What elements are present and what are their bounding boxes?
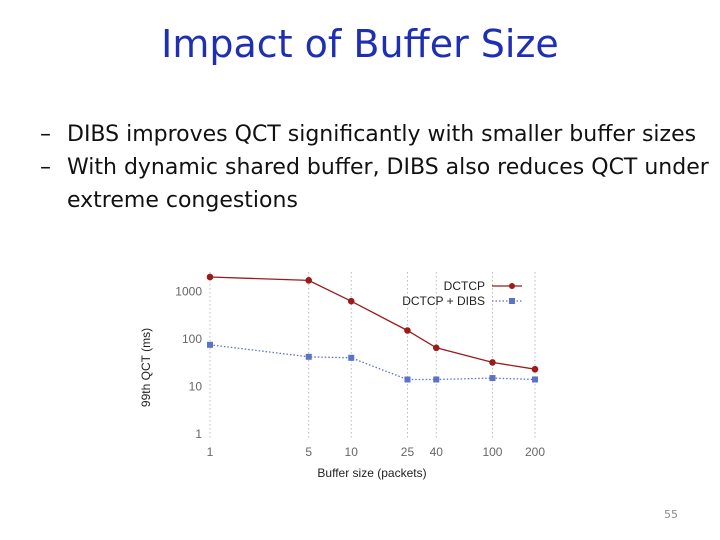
data-point-circle bbox=[207, 274, 214, 281]
data-point-circle bbox=[532, 366, 539, 373]
y-tick-label: 1000 bbox=[175, 284, 202, 298]
x-tick-label: 25 bbox=[401, 445, 415, 459]
page-number: 55 bbox=[664, 508, 678, 521]
legend-marker-circle bbox=[509, 283, 515, 289]
bullet-dash: – bbox=[40, 118, 51, 151]
legend-label: DCTCP + DIBS bbox=[402, 294, 485, 308]
series-line-dctcp bbox=[210, 277, 535, 369]
bullet-text: With dynamic shared buffer, DIBS also re… bbox=[67, 155, 709, 213]
data-point-square bbox=[404, 376, 410, 382]
y-tick-label: 10 bbox=[189, 379, 203, 393]
x-tick-label: 100 bbox=[482, 445, 502, 459]
x-tick-label: 1 bbox=[207, 445, 214, 459]
data-point-square bbox=[348, 355, 354, 361]
bullet-item: – DIBS improves QCT significantly with s… bbox=[40, 118, 715, 151]
y-axis-label: 99th QCT (ms) bbox=[139, 328, 153, 407]
x-tick-label: 5 bbox=[305, 445, 312, 459]
data-point-square bbox=[306, 354, 312, 360]
qct-line-chart: 1 5 10 25 40 100 200 1 10 100 1000 Buffer size (pac… bbox=[130, 262, 560, 492]
data-point-square bbox=[532, 376, 538, 382]
bullet-text: DIBS improves QCT significantly with sma… bbox=[67, 122, 696, 147]
data-point-square bbox=[489, 375, 495, 381]
data-point-square bbox=[433, 376, 439, 382]
x-axis-label: Buffer size (packets) bbox=[317, 466, 426, 480]
x-tick-label: 10 bbox=[345, 445, 359, 459]
x-tick-label: 200 bbox=[525, 445, 545, 459]
data-point-circle bbox=[348, 298, 355, 305]
data-point-circle bbox=[433, 344, 440, 351]
series-line-dctcp-dibs bbox=[210, 345, 535, 380]
x-tick-label: 40 bbox=[430, 445, 444, 459]
y-tick-label: 1 bbox=[195, 427, 202, 441]
slide-title: Impact of Buffer Size bbox=[0, 22, 720, 66]
bullet-dash: – bbox=[40, 151, 51, 184]
legend-marker-square bbox=[509, 298, 515, 304]
bullet-list: – DIBS improves QCT significantly with s… bbox=[40, 118, 715, 217]
bullet-item: – With dynamic shared buffer, DIBS also … bbox=[40, 151, 715, 217]
data-point-circle bbox=[305, 277, 312, 284]
legend-label: DCTCP bbox=[444, 279, 485, 293]
data-point-circle bbox=[489, 359, 496, 366]
data-point-circle bbox=[404, 327, 411, 334]
data-point-square bbox=[207, 342, 213, 348]
y-tick-label: 100 bbox=[182, 332, 202, 346]
